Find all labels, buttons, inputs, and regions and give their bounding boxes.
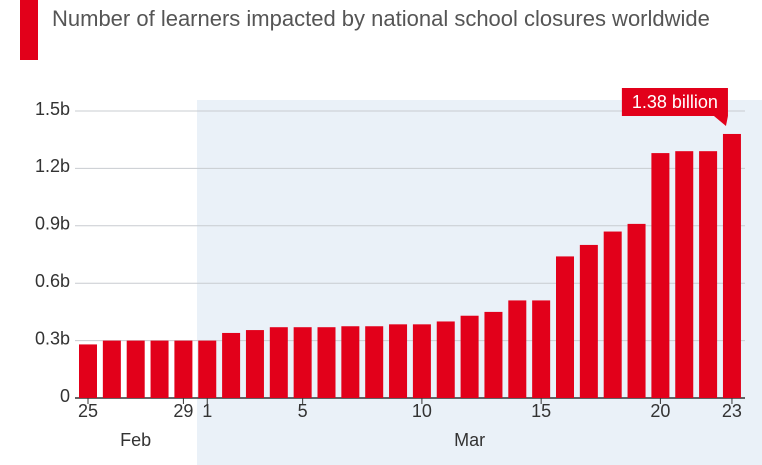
y-tick-label: 0 (60, 386, 70, 406)
bar (722, 133, 741, 398)
y-tick-label: 1.2b (35, 156, 70, 176)
bar (365, 326, 384, 398)
bar (651, 153, 670, 398)
x-group-label: Mar (454, 430, 485, 450)
x-tick-label: 29 (173, 401, 193, 421)
y-tick-label: 0.9b (35, 214, 70, 234)
bar (222, 332, 241, 398)
bar (317, 327, 336, 398)
bar (579, 244, 598, 398)
bar (532, 300, 551, 398)
bar (102, 340, 121, 398)
bar (245, 330, 264, 398)
x-tick-label: 20 (650, 401, 670, 421)
chart-title: Number of learners impacted by national … (52, 6, 710, 31)
bar (627, 223, 646, 398)
bar (150, 340, 169, 398)
bar (412, 324, 431, 398)
bar (508, 300, 527, 398)
bar (293, 327, 312, 398)
bar (126, 340, 145, 398)
bar (269, 327, 288, 398)
bar (460, 315, 479, 398)
y-tick-label: 1.5b (35, 99, 70, 119)
bar (389, 324, 408, 398)
x-group-label: Feb (120, 430, 151, 450)
x-tick-label: 15 (531, 401, 551, 421)
bar (79, 344, 97, 398)
bar (484, 311, 503, 398)
x-tick-label: 10 (412, 401, 432, 421)
x-tick-label: 1 (202, 401, 212, 421)
bar (436, 321, 455, 398)
x-tick-label: 25 (78, 401, 98, 421)
title-icon (20, 0, 38, 60)
bar (341, 326, 360, 398)
annotation-box (621, 88, 728, 116)
y-tick-label: 0.3b (35, 328, 70, 348)
y-tick-label: 0.6b (35, 271, 70, 291)
bar (556, 256, 574, 398)
bar (174, 340, 193, 398)
x-tick-label: 23 (722, 401, 742, 421)
x-tick-label: 5 (298, 401, 308, 421)
bar (603, 231, 622, 398)
bar (699, 151, 718, 398)
bar (675, 151, 694, 398)
annotation-pointer (713, 116, 728, 126)
annotation-label: 1.38 billion (632, 92, 718, 112)
bar (198, 340, 217, 398)
